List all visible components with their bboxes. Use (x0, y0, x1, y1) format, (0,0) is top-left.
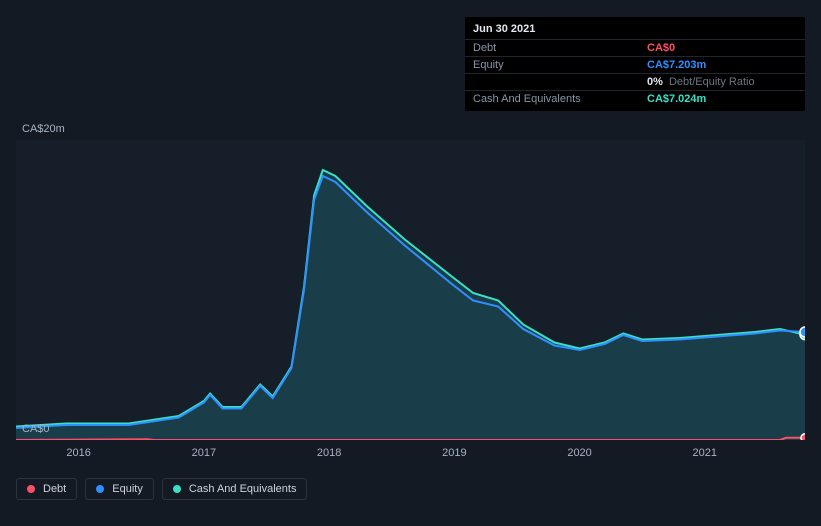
tooltip-value: 0% Debt/Equity Ratio (647, 76, 797, 88)
legend-dot (27, 485, 35, 493)
tooltip: Jun 30 2021 DebtCA$0EquityCA$7.203m0% De… (465, 17, 805, 111)
y-axis-max-label: CA$20m (22, 123, 65, 135)
debt-equity-chart: CA$20m CA$0 2016 2017 2018 2019 2020 2021 Deb… (0, 0, 821, 526)
tooltip-date: Jun 30 2021 (465, 23, 805, 39)
tooltip-value: CA$7.024m (647, 93, 797, 105)
tooltip-key: Equity (473, 59, 647, 71)
tooltip-value: CA$0 (647, 42, 797, 54)
equity-end-marker (800, 327, 805, 337)
debt-end-marker (801, 434, 805, 440)
legend-item-debt[interactable]: Debt (16, 478, 77, 500)
x-tick-label: 2017 (192, 447, 216, 459)
tooltip-row: EquityCA$7.203m (465, 56, 805, 73)
tooltip-key: Debt (473, 42, 647, 54)
x-tick-label: 2020 (567, 447, 591, 459)
legend-label: Cash And Equivalents (189, 483, 297, 495)
legend-dot (173, 485, 181, 493)
tooltip-row: DebtCA$0 (465, 39, 805, 56)
x-axis: 2016 2017 2018 2019 2020 2021 (16, 447, 805, 463)
legend-label: Debt (43, 483, 66, 495)
x-tick-label: 2018 (317, 447, 341, 459)
tooltip-row: 0% Debt/Equity Ratio (465, 73, 805, 90)
tooltip-key: Cash And Equivalents (473, 93, 647, 105)
tooltip-key (473, 76, 647, 88)
legend-item-cash-and-equivalents[interactable]: Cash And Equivalents (162, 478, 308, 500)
x-tick-label: 2016 (66, 447, 90, 459)
legend-label: Equity (112, 483, 143, 495)
legend: Debt Equity Cash And Equivalents (16, 478, 307, 500)
tooltip-value: CA$7.203m (647, 59, 797, 71)
y-axis-zero-label: CA$0 (22, 423, 50, 435)
legend-dot (96, 485, 104, 493)
x-tick-label: 2021 (693, 447, 717, 459)
x-tick-label: 2019 (442, 447, 466, 459)
legend-item-equity[interactable]: Equity (85, 478, 154, 500)
tooltip-row: Cash And EquivalentsCA$7.024m (465, 90, 805, 107)
